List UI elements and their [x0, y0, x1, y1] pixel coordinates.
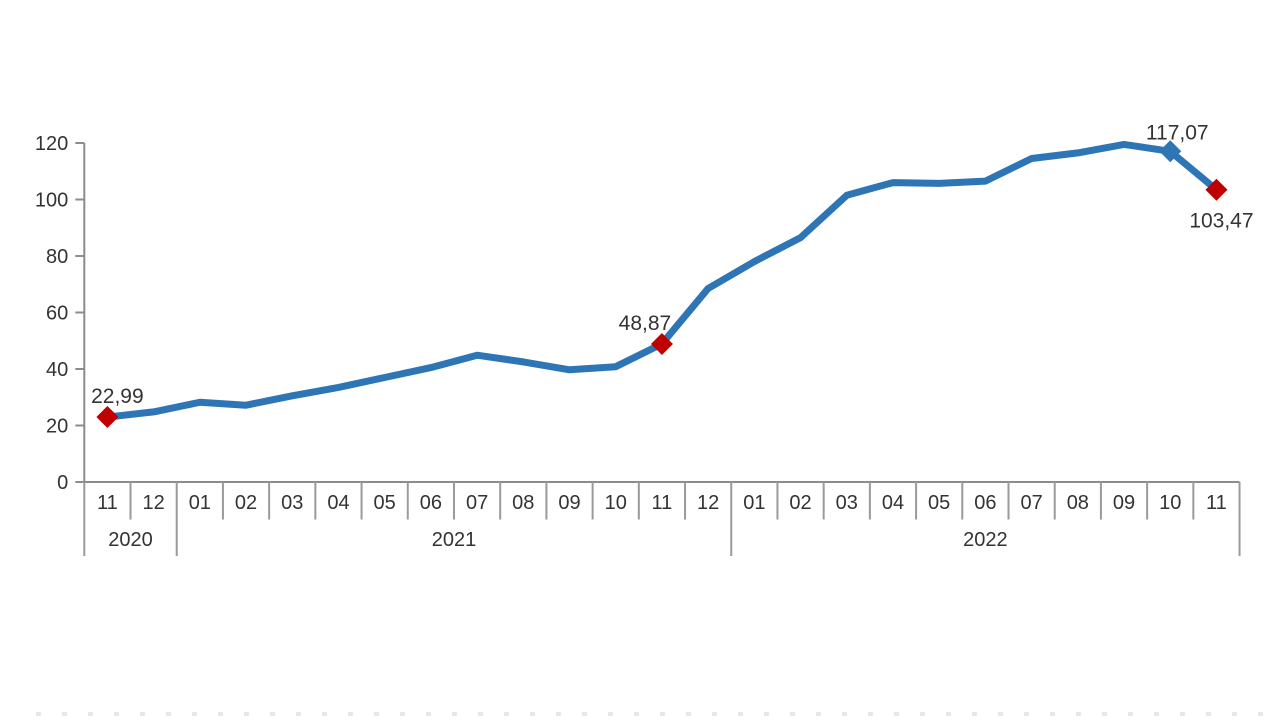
- cropped-text-remnant: [36, 712, 1266, 716]
- month-label: 05: [374, 492, 396, 514]
- data-label: 103,47: [1189, 210, 1253, 233]
- month-label: 02: [235, 492, 257, 514]
- month-label: 11: [1206, 492, 1227, 514]
- y-tick-label: 80: [46, 246, 68, 268]
- month-label: 08: [1067, 492, 1089, 514]
- data-line: [103, 140, 1220, 421]
- data-label: 117,07: [1146, 121, 1209, 144]
- y-tick-label: 40: [46, 359, 68, 381]
- month-label: 12: [697, 492, 719, 514]
- data-label: 48,87: [619, 312, 672, 335]
- data-marker-red: [1205, 178, 1228, 201]
- month-label: 06: [974, 492, 996, 514]
- y-tick-label: 20: [46, 416, 68, 438]
- y-tick-label: 60: [46, 303, 68, 325]
- data-marker-blue: [1159, 140, 1182, 163]
- month-label: 11: [652, 492, 673, 514]
- month-label: 04: [327, 492, 349, 514]
- month-label: 10: [605, 492, 627, 514]
- month-label: 08: [512, 492, 534, 514]
- month-label: 03: [281, 492, 303, 514]
- month-label: 09: [558, 492, 580, 514]
- month-label: 02: [789, 492, 811, 514]
- month-label: 06: [420, 492, 442, 514]
- month-label: 03: [836, 492, 858, 514]
- data-marker-red: [650, 332, 673, 355]
- data-marker-red: [96, 406, 119, 429]
- year-label: 2021: [432, 529, 477, 551]
- month-label: 09: [1113, 492, 1135, 514]
- y-tick-label: 120: [35, 133, 68, 155]
- month-label: 01: [743, 492, 765, 514]
- month-label: 01: [189, 492, 211, 514]
- y-tick-label: 0: [57, 472, 68, 494]
- data-label: 22,99: [91, 385, 144, 408]
- month-label: 04: [882, 492, 904, 514]
- month-label: 07: [1020, 492, 1042, 514]
- year-label: 2020: [108, 529, 153, 551]
- month-label: 07: [466, 492, 488, 514]
- month-label: 11: [97, 492, 118, 514]
- year-label: 2022: [963, 529, 1008, 551]
- month-label: 05: [928, 492, 950, 514]
- y-tick-label: 100: [35, 190, 68, 212]
- month-label: 10: [1159, 492, 1181, 514]
- month-label: 12: [142, 492, 164, 514]
